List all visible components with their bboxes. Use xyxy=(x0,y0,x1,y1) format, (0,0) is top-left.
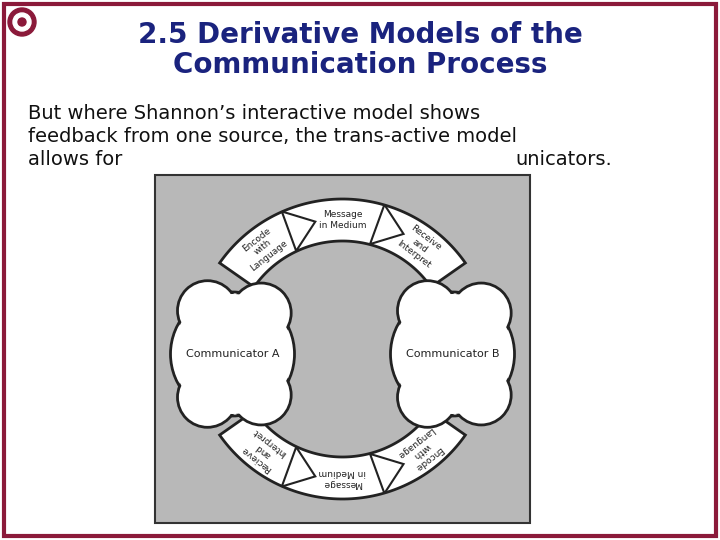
Text: 2.5 Derivative Models of the: 2.5 Derivative Models of the xyxy=(138,21,582,49)
Text: Communication Process: Communication Process xyxy=(173,51,547,79)
Text: Receive
and
Interpret: Receive and Interpret xyxy=(395,222,445,269)
Circle shape xyxy=(8,8,36,36)
Polygon shape xyxy=(370,454,403,494)
Text: allows for: allows for xyxy=(28,150,122,169)
Circle shape xyxy=(397,367,457,427)
Polygon shape xyxy=(282,447,315,487)
Circle shape xyxy=(13,13,31,31)
Circle shape xyxy=(178,367,238,427)
Text: Message
in Medium: Message in Medium xyxy=(319,211,366,229)
Polygon shape xyxy=(220,199,465,287)
Polygon shape xyxy=(370,205,403,244)
Circle shape xyxy=(171,292,294,416)
Polygon shape xyxy=(282,212,315,251)
Circle shape xyxy=(231,283,291,343)
Circle shape xyxy=(178,281,238,341)
Text: But where Shannon’s interactive model shows: But where Shannon’s interactive model sh… xyxy=(28,104,480,123)
Circle shape xyxy=(18,18,26,26)
Bar xyxy=(155,175,530,523)
Text: feedback from one source, the trans-active model: feedback from one source, the trans-acti… xyxy=(28,127,517,146)
Text: Encode
with
Language: Encode with Language xyxy=(237,222,289,273)
Circle shape xyxy=(390,292,515,416)
Circle shape xyxy=(451,365,511,425)
Text: Communicator A: Communicator A xyxy=(186,349,279,359)
Circle shape xyxy=(231,365,291,425)
Text: Recieve
and
Interpret: Recieve and Interpret xyxy=(238,427,288,475)
Text: unicators.: unicators. xyxy=(515,150,612,169)
Circle shape xyxy=(392,294,513,414)
Polygon shape xyxy=(220,411,465,499)
Text: Communicator B: Communicator B xyxy=(406,349,499,359)
Circle shape xyxy=(397,281,457,341)
Circle shape xyxy=(173,294,292,414)
Circle shape xyxy=(451,283,511,343)
Text: Encode
with
Language: Encode with Language xyxy=(395,426,449,476)
Text: Message
in Medium: Message in Medium xyxy=(319,469,366,488)
